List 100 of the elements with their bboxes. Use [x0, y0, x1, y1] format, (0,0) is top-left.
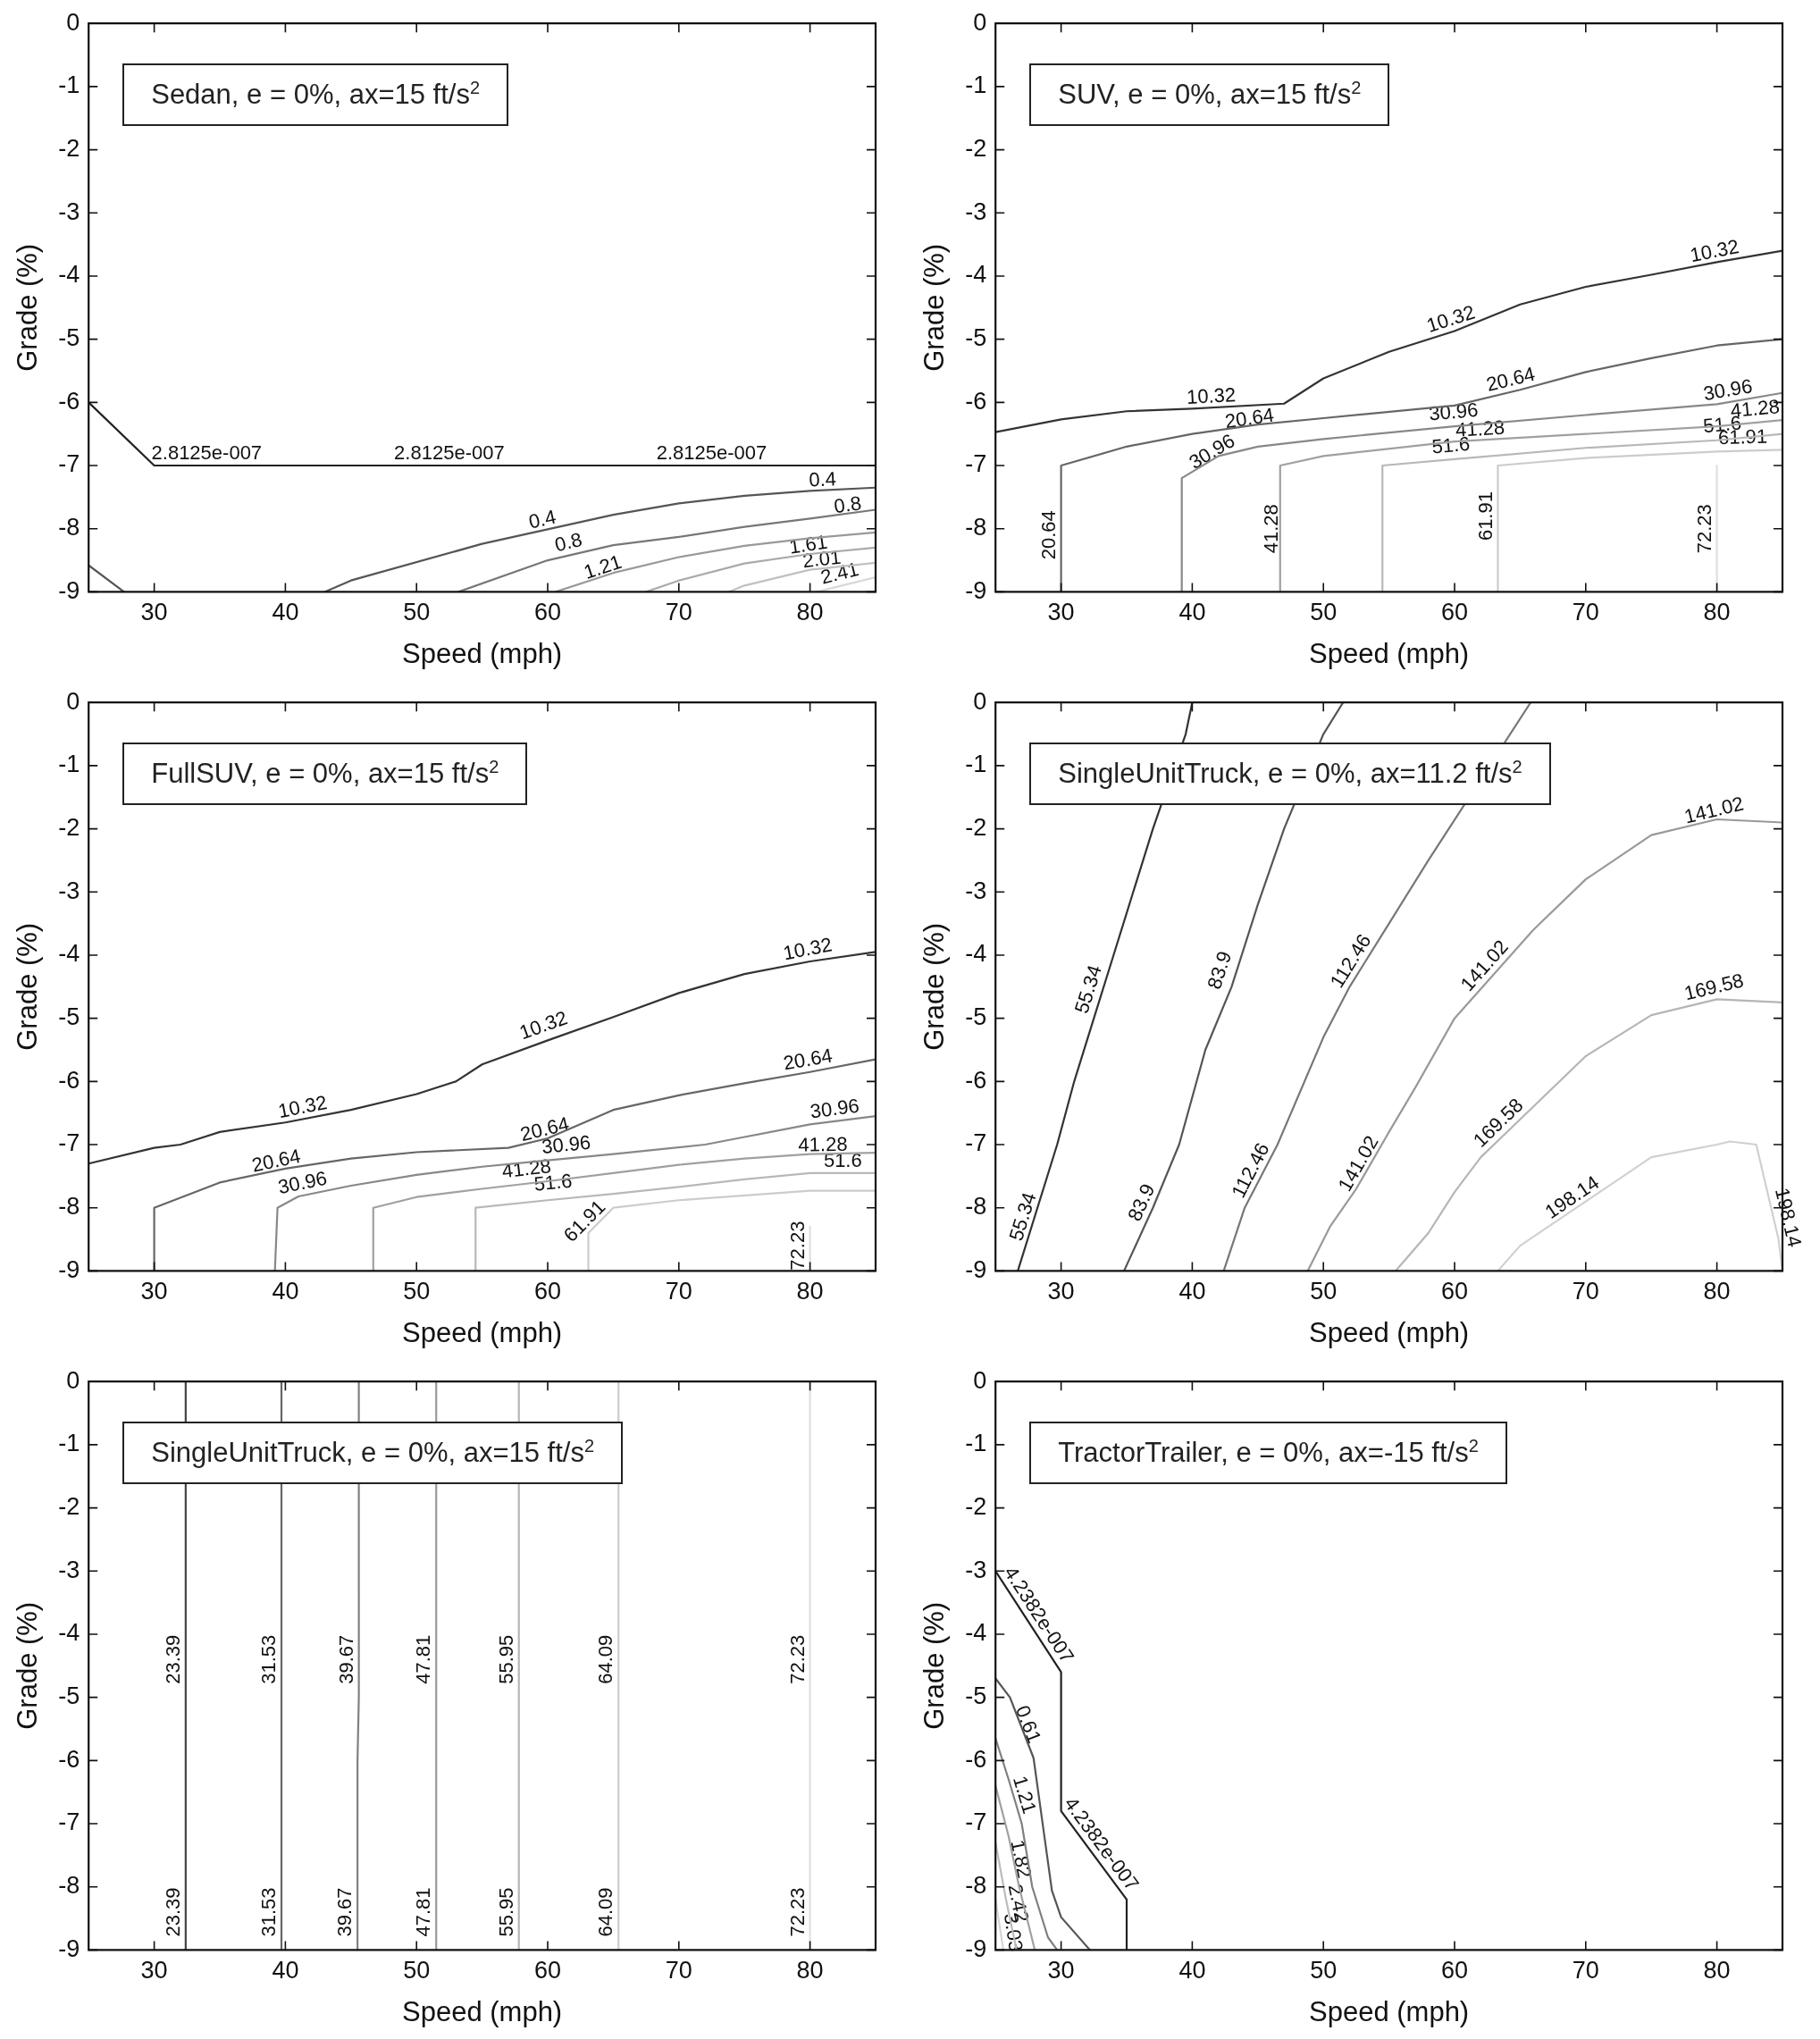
annotation: 31.53 [257, 1887, 281, 1937]
annotation: 55.34 [1069, 962, 1106, 1017]
y-tick-label: -9 [58, 1255, 80, 1283]
x-tick-label: 80 [796, 599, 824, 626]
y-axis-title: Grade (%) [12, 1601, 44, 1730]
y-tick-label: -6 [965, 387, 987, 415]
y-tick-label: -9 [965, 1255, 987, 1283]
x-tick-label: 60 [1440, 1957, 1469, 1984]
x-tick-label: 50 [403, 1278, 431, 1305]
y-tick-label: -2 [965, 1493, 987, 1521]
annotation: 10.32 [516, 1006, 571, 1045]
y-tick-label: -9 [58, 1934, 80, 1962]
y-tick-label: -5 [965, 324, 987, 352]
x-tick-label: 60 [1440, 1278, 1469, 1305]
y-tick-label: -1 [58, 71, 80, 99]
annotation: 72.23 [1692, 504, 1715, 554]
y-axis-title: Grade (%) [918, 922, 951, 1051]
annotation: 23.39 [161, 1887, 184, 1937]
y-tick-label: -6 [965, 1745, 987, 1773]
annotation: 20.64 [1483, 362, 1538, 396]
annotation: 83.9 [1122, 1180, 1160, 1225]
annotation: 39.67 [334, 1634, 357, 1684]
y-tick-label: -5 [965, 1003, 987, 1031]
x-tick-label: 40 [272, 1278, 299, 1305]
y-tick-label: -4 [58, 940, 80, 968]
y-tick-label: -7 [965, 1129, 987, 1157]
x-tick-label: 40 [272, 1957, 299, 1984]
y-tick-label: -8 [58, 1872, 80, 1900]
x-tick-label: 70 [665, 1278, 692, 1305]
y-tick-label: -8 [965, 1872, 987, 1900]
y-tick-label: 0 [973, 8, 987, 36]
annotation: 2.8125e-007 [656, 441, 767, 465]
x-tick-label: 60 [533, 1957, 562, 1984]
annotation: 10.32 [781, 933, 835, 965]
annotation: 0.61 [1011, 1702, 1046, 1747]
y-axis-title: Grade (%) [918, 1601, 951, 1730]
x-tick-label: 30 [140, 599, 168, 626]
y-tick-label: 0 [66, 8, 80, 36]
y-tick-label: -7 [58, 1129, 80, 1157]
y-tick-label: -9 [965, 576, 987, 604]
annotation: 2.8125e-007 [394, 441, 505, 465]
y-tick-label: -4 [965, 261, 987, 289]
annotation: 55.95 [494, 1887, 517, 1937]
y-tick-label: -2 [58, 814, 80, 842]
x-tick-label: 40 [1178, 599, 1206, 626]
annotation: 1.21 [1009, 1773, 1042, 1817]
y-tick-label: -6 [58, 1066, 80, 1094]
y-tick-label: 0 [973, 1366, 987, 1394]
y-tick-label: -1 [965, 71, 987, 99]
y-axis-title: Grade (%) [12, 243, 44, 372]
y-tick-label: -5 [965, 1682, 987, 1710]
y-tick-label: -3 [965, 1556, 987, 1583]
y-tick-label: 0 [66, 1366, 80, 1394]
text: SingleUnitTruck, e = 0%, ax=11.2 ft/s$^{2}$ [1029, 743, 1551, 805]
x-axis-title: Speed (mph) [1308, 1316, 1470, 1348]
x-tick-label: 60 [533, 599, 562, 626]
x-tick-label: 50 [1310, 599, 1338, 626]
annotation: 141.02 [1682, 792, 1746, 828]
y-tick-label: -5 [58, 324, 80, 352]
annotation: 20.64 [781, 1044, 835, 1075]
annotation: 0.8 [832, 491, 863, 518]
x-axis-title: Speed (mph) [401, 637, 563, 669]
text: SUV, e = 0%, ax=15 ft/s$^{2}$ [1029, 63, 1390, 126]
x-tick-label: 70 [1572, 1957, 1599, 1984]
y-tick-label: -3 [58, 197, 80, 225]
y-tick-label: -3 [965, 197, 987, 225]
y-tick-label: -8 [965, 514, 987, 541]
y-tick-label: -4 [965, 940, 987, 968]
x-tick-label: 50 [403, 599, 431, 626]
x-tick-label: 80 [1703, 599, 1731, 626]
x-axis-title: Speed (mph) [1308, 1995, 1470, 2027]
y-tick-label: -9 [58, 576, 80, 604]
annotation: 23.39 [161, 1634, 184, 1684]
x-tick-label: 70 [665, 1957, 692, 1984]
y-tick-label: -2 [965, 135, 987, 163]
x-tick-label: 50 [403, 1957, 431, 1984]
x-axis-title: Speed (mph) [401, 1316, 563, 1348]
x-tick-label: 30 [1047, 1278, 1075, 1305]
y-tick-label: -1 [58, 751, 80, 778]
x-axis-title: Speed (mph) [1308, 637, 1470, 669]
y-tick-label: -7 [965, 1808, 987, 1836]
y-tick-label: 0 [973, 687, 987, 715]
annotation: 64.09 [594, 1634, 617, 1684]
x-tick-label: 80 [796, 1278, 824, 1305]
x-tick-label: 80 [1703, 1957, 1731, 1984]
y-tick-label: -2 [58, 135, 80, 163]
y-tick-label: -3 [58, 1556, 80, 1583]
y-tick-label: 0 [66, 687, 80, 715]
annotation: 55.95 [494, 1634, 517, 1684]
annotation: 61.91 [1473, 491, 1497, 541]
y-tick-label: -2 [58, 1493, 80, 1521]
x-tick-label: 70 [1572, 1278, 1599, 1305]
annotation: 55.34 [1004, 1189, 1041, 1244]
x-tick-label: 50 [1310, 1278, 1338, 1305]
x-tick-label: 30 [1047, 599, 1075, 626]
annotation: 72.23 [785, 1221, 809, 1271]
x-tick-label: 30 [140, 1957, 168, 1984]
text: FullSUV, e = 0%, ax=15 ft/s$^{2}$ [122, 743, 528, 805]
y-tick-label: -9 [965, 1934, 987, 1962]
y-tick-label: -4 [58, 261, 80, 289]
